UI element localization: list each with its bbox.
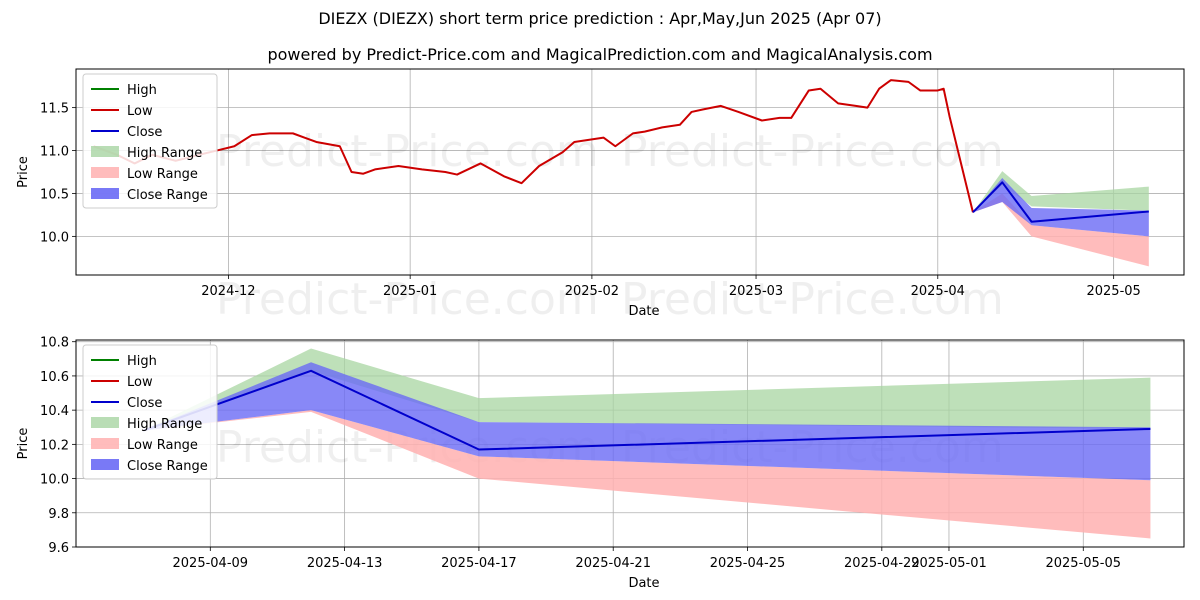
close-range-band: [143, 362, 1151, 481]
legend-label: Low: [127, 375, 153, 390]
watermark-text: Predict-Price.com: [216, 126, 599, 177]
close-forecast-line: [142, 369, 1151, 451]
watermark-text: Predict-Price.com: [621, 274, 1004, 325]
legend-label: High: [127, 83, 157, 98]
legend-label: High: [127, 354, 157, 369]
x-axis-label: Date: [628, 576, 659, 591]
y-tick-label: 9.8: [48, 507, 69, 522]
legend-patch-swatch: [91, 188, 119, 199]
legend-label: High Range: [127, 417, 202, 432]
chart-title: DIEZX (DIEZX) short term price predictio…: [318, 9, 882, 28]
close-range-band: [972, 178, 1149, 237]
legend-patch-swatch: [91, 146, 119, 157]
x-tick-label: 2025-03: [729, 284, 783, 299]
y-tick-label: 11.0: [40, 145, 69, 160]
y-tick-label: 9.6: [48, 541, 69, 556]
x-tick-label: 2025-04-21: [575, 556, 651, 571]
y-axis-label: Price: [16, 156, 31, 188]
y-tick-label: 10.8: [40, 336, 69, 351]
plot-area: [142, 348, 1151, 539]
legend: High Low Close High Range Low Range Close Ran…: [82, 344, 218, 480]
x-tick-label: 2025-05: [1086, 284, 1140, 299]
legend-patch-swatch: [91, 417, 119, 428]
legend-patch-swatch: [91, 459, 119, 470]
x-tick-label: 2025-02: [565, 284, 619, 299]
chart-panel-2: Predict-Price.comPredict-Price.com2025-0…: [16, 336, 1185, 591]
high-range-band: [143, 348, 1151, 431]
y-tick-label: 10.0: [40, 473, 69, 488]
legend-label: Low: [127, 104, 153, 119]
x-tick-label: 2025-05-05: [1045, 556, 1121, 571]
high-range-band: [972, 171, 1149, 213]
x-tick-label: 2025-04-13: [307, 556, 383, 571]
watermark-text: Predict-Price.com: [621, 126, 1004, 177]
x-tick-label: 2025-05-01: [911, 556, 987, 571]
y-axis-label: Price: [16, 428, 31, 460]
x-tick-label: 2025-04-29: [844, 556, 920, 571]
y-tick-label: 10.4: [40, 404, 69, 419]
y-tick-label: 10.0: [40, 230, 69, 245]
x-tick-label: 2025-01: [383, 284, 437, 299]
y-tick-label: 10.2: [40, 438, 69, 453]
legend-label: Close Range: [127, 459, 208, 474]
x-tick-label: 2025-04-25: [710, 556, 786, 571]
plot-frame: [75, 339, 1185, 548]
legend-label: Close: [127, 396, 162, 411]
x-axis-label: Date: [628, 304, 659, 319]
close-forecast-line: [972, 181, 1149, 223]
x-tick-label: 2025-04-09: [173, 556, 249, 571]
legend-label: High Range: [127, 146, 202, 161]
legend-label: Close: [127, 125, 162, 140]
plot-area: [93, 79, 1149, 267]
x-tick-label: 2025-04: [911, 284, 965, 299]
legend-label: Low Range: [127, 438, 198, 453]
y-tick-label: 11.5: [40, 102, 69, 117]
legend: High Low Close High Range Low Range Close Ran…: [82, 73, 218, 209]
y-tick-label: 10.5: [40, 187, 69, 202]
x-tick-label: 2025-04-17: [441, 556, 517, 571]
legend-patch-swatch: [91, 438, 119, 449]
watermark-text: Predict-Price.com: [216, 274, 599, 325]
plot-frame: [75, 68, 1185, 276]
legend-label: Low Range: [127, 167, 198, 182]
low-series-line: [93, 79, 974, 213]
legend-patch-swatch: [91, 167, 119, 178]
low-range-band: [143, 410, 1151, 539]
y-tick-label: 10.6: [40, 370, 69, 385]
chart-panel-1: Predict-Price.com Predict-Price.com Predic…: [16, 68, 1185, 325]
legend-label: Close Range: [127, 188, 208, 203]
x-tick-label: 2024-12: [201, 284, 255, 299]
chart-subtitle: powered by Predict-Price.com and Magical…: [267, 45, 933, 64]
